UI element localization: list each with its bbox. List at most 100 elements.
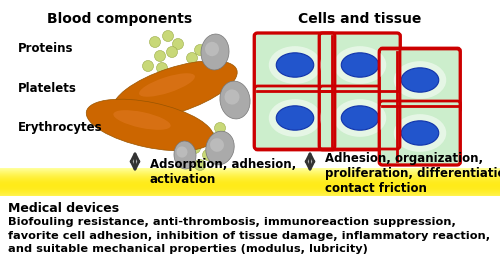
Bar: [0, 202, 500, 203]
Ellipse shape: [401, 68, 439, 92]
Bar: [0, 188, 500, 189]
Bar: [0, 193, 500, 194]
Bar: [0, 172, 500, 173]
Bar: [0, 183, 500, 184]
Ellipse shape: [210, 138, 224, 152]
Bar: [0, 185, 500, 186]
Bar: [0, 195, 500, 196]
Bar: [0, 169, 500, 170]
Circle shape: [154, 51, 166, 61]
Circle shape: [194, 44, 205, 55]
Ellipse shape: [114, 110, 170, 130]
Bar: [0, 191, 500, 192]
Bar: [0, 183, 500, 184]
Bar: [0, 190, 500, 191]
Ellipse shape: [220, 81, 250, 119]
Bar: [0, 198, 500, 199]
Bar: [0, 171, 500, 172]
Bar: [0, 182, 500, 183]
FancyBboxPatch shape: [320, 33, 400, 97]
Text: Blood components: Blood components: [48, 12, 193, 26]
Ellipse shape: [224, 89, 240, 105]
Circle shape: [194, 124, 205, 135]
Bar: [0, 177, 500, 178]
Bar: [0, 170, 500, 171]
Ellipse shape: [334, 46, 386, 84]
FancyBboxPatch shape: [320, 86, 400, 150]
Bar: [0, 186, 500, 187]
Bar: [0, 180, 500, 181]
Bar: [0, 181, 500, 182]
Text: Erythrocytes: Erythrocytes: [18, 121, 102, 135]
Ellipse shape: [394, 114, 446, 152]
Ellipse shape: [174, 141, 196, 169]
Bar: [0, 174, 500, 175]
Text: Medical devices: Medical devices: [8, 202, 119, 215]
Ellipse shape: [276, 53, 314, 77]
Bar: [0, 168, 500, 169]
Circle shape: [210, 140, 220, 150]
Text: Platelets: Platelets: [18, 82, 77, 94]
Ellipse shape: [394, 61, 446, 99]
Circle shape: [162, 31, 173, 41]
Text: Proteins: Proteins: [18, 41, 74, 55]
Bar: [0, 187, 500, 188]
Bar: [0, 191, 500, 192]
Bar: [0, 175, 500, 176]
Bar: [0, 197, 500, 198]
Bar: [0, 196, 500, 197]
Ellipse shape: [276, 106, 314, 130]
Bar: [0, 196, 500, 273]
FancyBboxPatch shape: [254, 33, 336, 97]
Text: Biofouling resistance, anti-thrombosis, immunoreaction suppression,
favorite cel: Biofouling resistance, anti-thrombosis, …: [8, 217, 490, 254]
Bar: [0, 187, 500, 188]
Bar: [0, 182, 500, 183]
Ellipse shape: [201, 34, 229, 70]
Bar: [0, 180, 500, 181]
FancyBboxPatch shape: [254, 86, 336, 150]
Circle shape: [202, 150, 213, 161]
Bar: [0, 185, 500, 186]
Text: Cells and tissue: Cells and tissue: [298, 12, 422, 26]
Ellipse shape: [206, 131, 234, 165]
Bar: [0, 179, 500, 180]
Bar: [0, 178, 500, 179]
Ellipse shape: [205, 42, 219, 56]
Circle shape: [186, 52, 198, 64]
Bar: [0, 173, 500, 174]
Bar: [0, 177, 500, 178]
Circle shape: [150, 37, 160, 48]
Ellipse shape: [113, 61, 237, 119]
Bar: [0, 170, 500, 171]
Ellipse shape: [341, 106, 379, 130]
Circle shape: [194, 159, 205, 171]
Bar: [0, 189, 500, 190]
Circle shape: [214, 123, 226, 133]
Ellipse shape: [401, 121, 439, 145]
Bar: [0, 200, 500, 201]
Bar: [0, 181, 500, 182]
Bar: [0, 194, 500, 195]
Bar: [0, 172, 500, 173]
Bar: [0, 178, 500, 179]
Bar: [0, 175, 500, 176]
Bar: [0, 194, 500, 195]
FancyBboxPatch shape: [380, 101, 460, 165]
Circle shape: [142, 61, 154, 72]
Bar: [0, 186, 500, 187]
Bar: [0, 171, 500, 172]
FancyBboxPatch shape: [380, 48, 460, 112]
Circle shape: [156, 63, 168, 73]
Bar: [0, 176, 500, 177]
Ellipse shape: [139, 73, 195, 97]
Bar: [0, 193, 500, 194]
Bar: [0, 173, 500, 174]
Text: Adsorption, adhesion,
activation: Adsorption, adhesion, activation: [150, 158, 296, 186]
Circle shape: [182, 155, 194, 165]
Bar: [0, 190, 500, 191]
Bar: [0, 188, 500, 189]
Bar: [0, 201, 500, 202]
Ellipse shape: [341, 53, 379, 77]
Circle shape: [166, 46, 177, 58]
Ellipse shape: [269, 99, 321, 137]
